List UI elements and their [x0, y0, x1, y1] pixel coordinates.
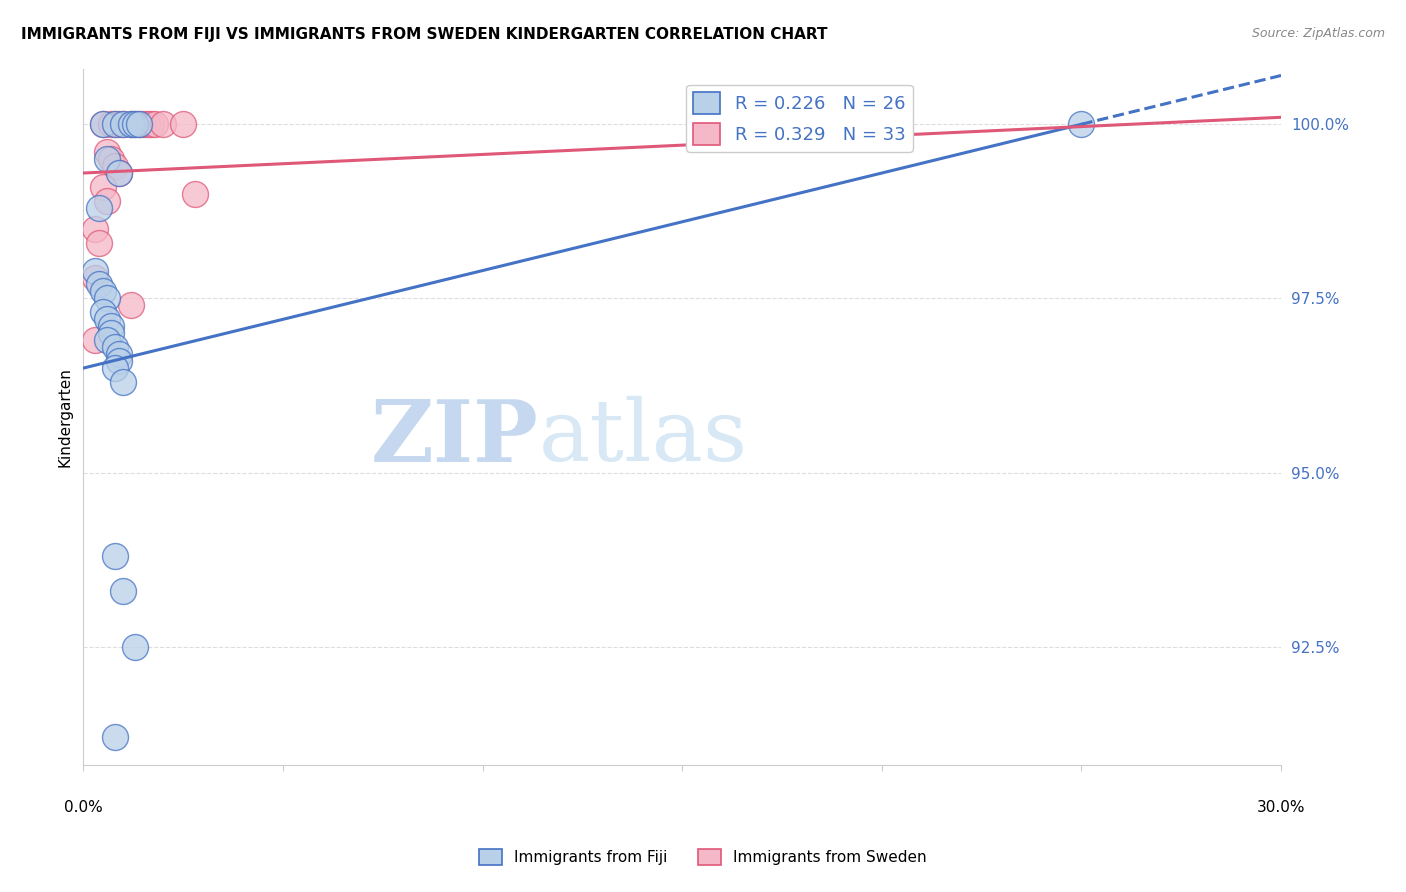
Point	[84, 270, 107, 285]
Point	[128, 117, 150, 131]
Point	[141, 117, 163, 131]
Point	[104, 340, 127, 354]
Point	[96, 194, 118, 208]
Text: 30.0%: 30.0%	[1257, 800, 1305, 815]
Point	[184, 186, 207, 201]
Point	[91, 117, 114, 131]
Text: 0.0%: 0.0%	[63, 800, 103, 815]
Point	[84, 263, 107, 277]
Point	[84, 333, 107, 347]
Point	[100, 152, 122, 166]
Point	[108, 347, 131, 361]
Point	[128, 117, 150, 131]
Point	[136, 117, 159, 131]
Point	[120, 298, 142, 312]
Point	[100, 117, 122, 131]
Point	[124, 117, 146, 131]
Point	[91, 305, 114, 319]
Point	[89, 201, 111, 215]
Point	[152, 117, 174, 131]
Point	[172, 117, 194, 131]
Point	[108, 166, 131, 180]
Legend: Immigrants from Fiji, Immigrants from Sweden: Immigrants from Fiji, Immigrants from Sw…	[472, 843, 934, 871]
Point	[112, 375, 135, 389]
Point	[104, 361, 127, 376]
Point	[112, 117, 135, 131]
Point	[120, 117, 142, 131]
Point	[108, 166, 131, 180]
Point	[91, 285, 114, 299]
Legend: R = 0.226   N = 26, R = 0.329   N = 33: R = 0.226 N = 26, R = 0.329 N = 33	[686, 85, 912, 152]
Point	[89, 277, 111, 292]
Point	[91, 180, 114, 194]
Point	[104, 731, 127, 745]
Point	[100, 319, 122, 334]
Point	[104, 117, 127, 131]
Point	[84, 221, 107, 235]
Text: ZIP: ZIP	[371, 396, 538, 480]
Point	[132, 117, 155, 131]
Point	[108, 354, 131, 368]
Point	[104, 159, 127, 173]
Point	[124, 640, 146, 654]
Point	[104, 117, 127, 131]
Point	[1070, 117, 1092, 131]
Point	[100, 326, 122, 341]
Point	[112, 117, 135, 131]
Point	[124, 117, 146, 131]
Point	[96, 292, 118, 306]
Point	[120, 117, 142, 131]
Point	[751, 131, 773, 145]
Text: Source: ZipAtlas.com: Source: ZipAtlas.com	[1251, 27, 1385, 40]
Point	[96, 152, 118, 166]
Point	[96, 312, 118, 326]
Point	[104, 549, 127, 564]
Point	[108, 117, 131, 131]
Point	[89, 235, 111, 250]
Point	[143, 117, 166, 131]
Text: IMMIGRANTS FROM FIJI VS IMMIGRANTS FROM SWEDEN KINDERGARTEN CORRELATION CHART: IMMIGRANTS FROM FIJI VS IMMIGRANTS FROM …	[21, 27, 828, 42]
Point	[96, 333, 118, 347]
Text: atlas: atlas	[538, 396, 748, 479]
Point	[91, 117, 114, 131]
Y-axis label: Kindergarten: Kindergarten	[58, 367, 72, 467]
Point	[96, 145, 118, 160]
Point	[112, 584, 135, 599]
